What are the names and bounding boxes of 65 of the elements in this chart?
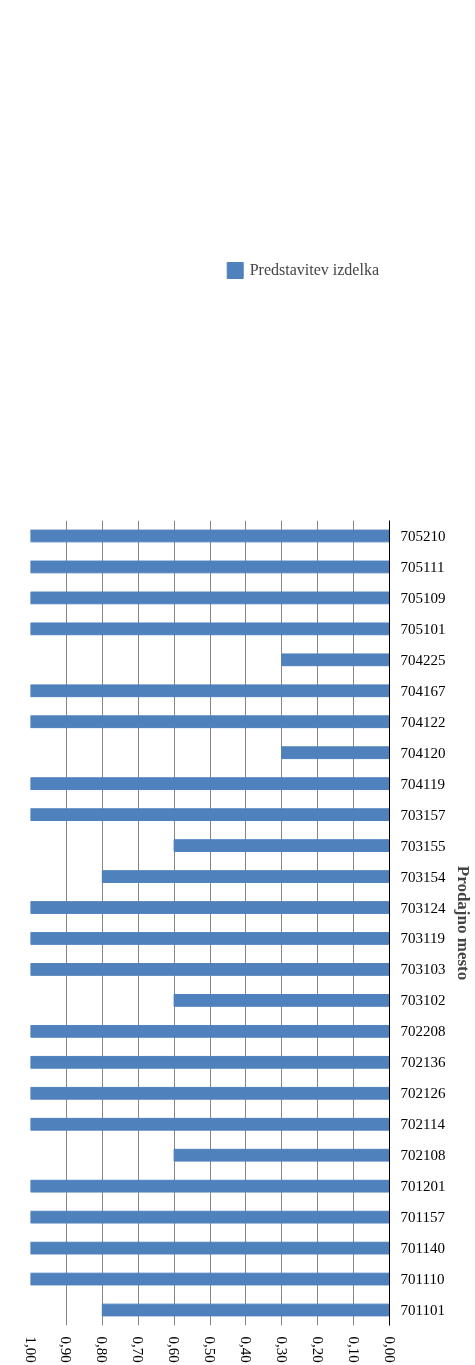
y-tick-label: 701110 [400, 1271, 445, 1288]
bar [173, 1148, 390, 1162]
bar [30, 1117, 390, 1131]
x-tick-label: 0,70 [130, 1336, 147, 1363]
bar [30, 901, 390, 914]
y-tick-label: 704167 [400, 682, 446, 699]
bar [30, 963, 390, 976]
x-tick-label: 0,10 [345, 1336, 362, 1363]
y-tick-label: 702208 [400, 1023, 446, 1040]
y-tick-label: 701140 [400, 1240, 445, 1257]
x-tick-label: 0,50 [202, 1336, 218, 1363]
bar [30, 808, 390, 822]
bar [101, 1303, 390, 1317]
y-tick-label: 703157 [400, 806, 446, 823]
bar [30, 715, 390, 729]
bar [30, 684, 390, 698]
bar [30, 591, 390, 605]
y-tick-label: 705109 [400, 589, 446, 606]
y-tick-label: 704122 [400, 713, 446, 730]
bar [30, 529, 390, 543]
legend-label: Predstavitev izdelka [249, 261, 379, 279]
y-tick-label: 703119 [400, 930, 445, 947]
y-tick-label: 703154 [400, 868, 446, 885]
bar [173, 994, 390, 1007]
bar [30, 560, 390, 574]
y-tick-label: 701157 [400, 1209, 446, 1226]
y-tick-label: 703103 [400, 961, 446, 978]
x-tick-label: 1,00 [22, 1336, 39, 1363]
bar [30, 622, 390, 636]
x-tick-label: 0,60 [166, 1336, 183, 1363]
bar [101, 870, 390, 883]
y-tick-label: 705101 [400, 620, 446, 637]
bar [30, 1024, 390, 1038]
y-tick-label: 703124 [400, 899, 446, 916]
y-tick-label: 703155 [400, 837, 446, 854]
bar [173, 839, 390, 852]
x-tick-label: 0,40 [237, 1336, 254, 1363]
bar [30, 1241, 390, 1255]
x-tick-label: 0,20 [309, 1336, 326, 1363]
x-tick-label: 0,80 [94, 1336, 111, 1363]
y-tick-label: 704120 [400, 744, 446, 761]
y-tick-label: 704119 [400, 775, 445, 792]
bar [281, 746, 390, 760]
y-tick-label: 702108 [400, 1147, 446, 1164]
bar [30, 1179, 390, 1193]
bar [30, 777, 390, 791]
bar [30, 1272, 390, 1286]
y-tick-label: 704225 [400, 651, 446, 668]
x-tick-label: 0,30 [273, 1336, 290, 1363]
bar [30, 1055, 390, 1069]
bar [30, 932, 390, 945]
y-tick-label: 702126 [400, 1085, 446, 1102]
y-tick-label: 701101 [400, 1302, 445, 1319]
bar [30, 1210, 390, 1224]
x-tick-label: 0,00 [381, 1336, 398, 1363]
y-tick-label: 701201 [400, 1178, 446, 1195]
y-tick-label: 703102 [400, 992, 446, 1009]
bar [30, 1086, 390, 1100]
x-tick-label: 0,90 [58, 1336, 75, 1363]
y-tick-label: 705210 [400, 527, 446, 544]
y-tick-label: 705111 [400, 558, 445, 575]
y-tick-label: 702114 [400, 1116, 446, 1133]
bar [281, 653, 390, 667]
y-axis-title: Prodajno mesto [453, 865, 473, 981]
y-tick-label: 702136 [400, 1054, 446, 1071]
